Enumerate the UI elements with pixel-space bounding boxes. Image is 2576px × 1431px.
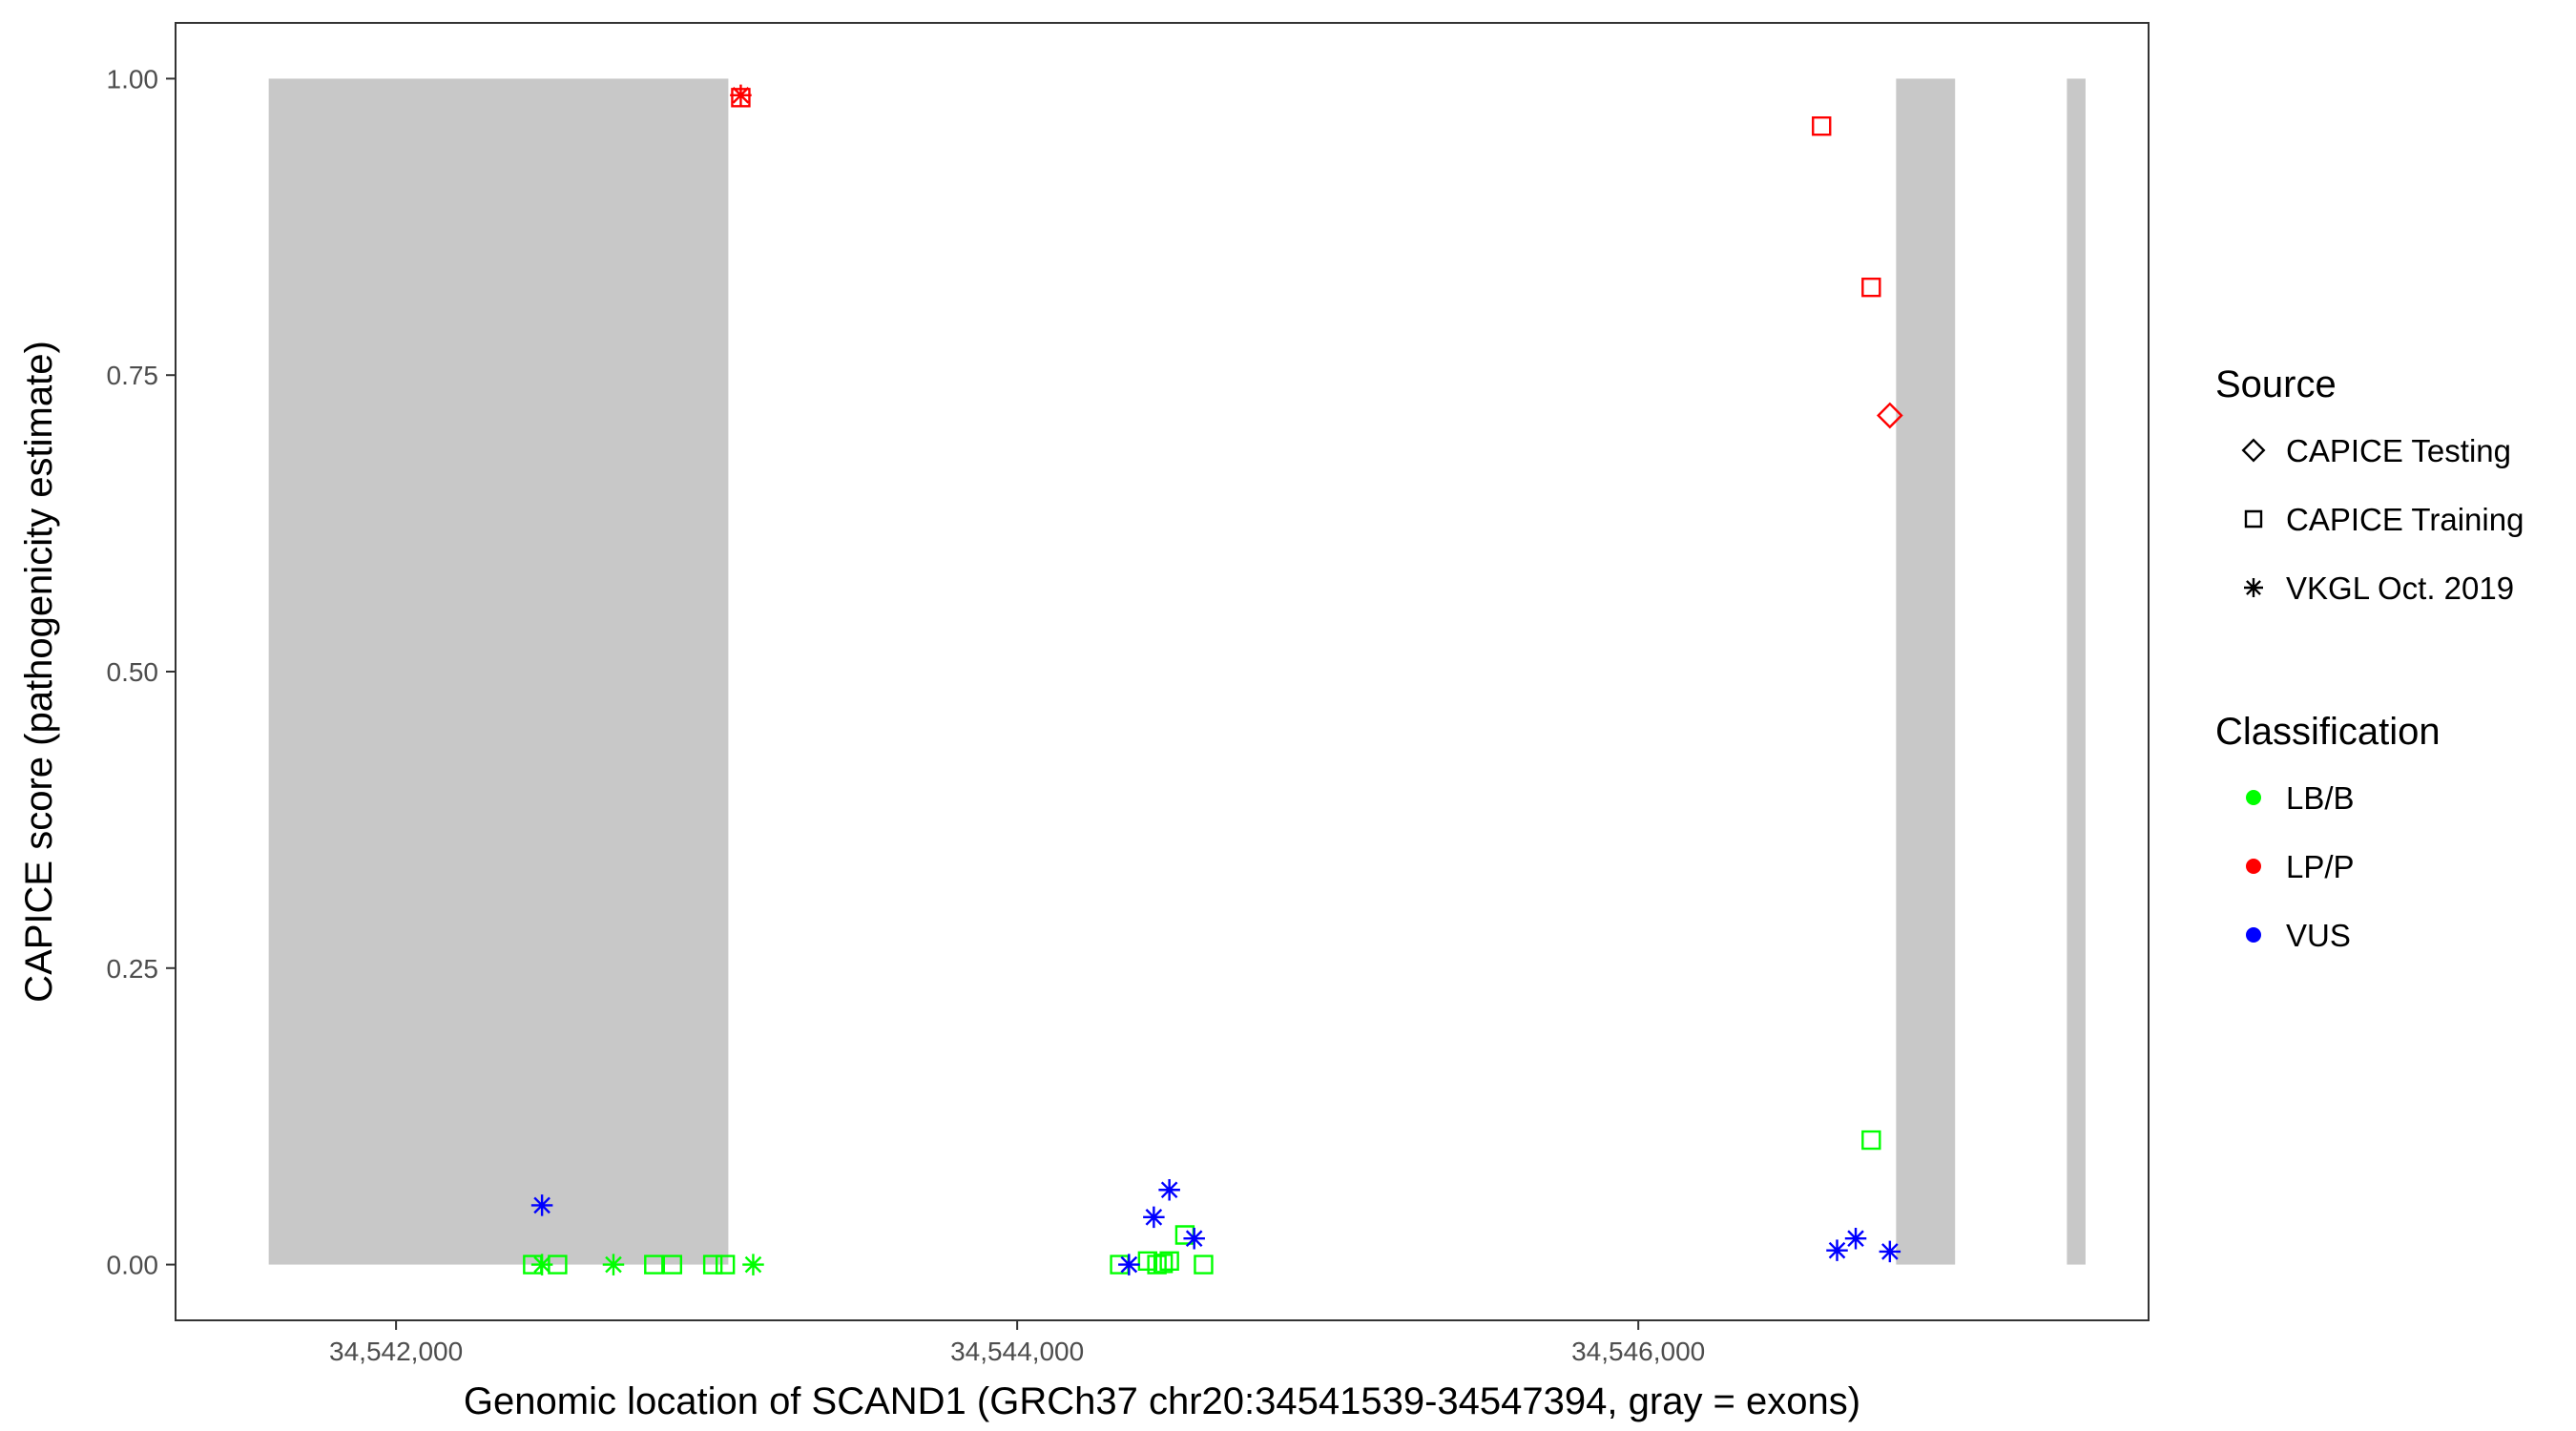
data-point-asterisk — [530, 1254, 553, 1275]
data-point-square — [644, 1255, 664, 1275]
y-tick-label: 0.25 — [107, 954, 159, 984]
data-point-square — [1159, 1251, 1179, 1272]
data-point-diamond — [1877, 402, 1903, 429]
data-point-square — [1812, 115, 1832, 136]
dot-icon — [2246, 927, 2261, 943]
x-tick-label: 34,544,000 — [950, 1337, 1084, 1366]
y-tick-label: 1.00 — [107, 64, 159, 93]
data-point-square — [1861, 1130, 1881, 1151]
y-tick-label: 0.75 — [107, 361, 159, 390]
legend-label: CAPICE Testing — [2286, 433, 2511, 468]
data-point-asterisk — [742, 1254, 764, 1275]
data-point-square — [548, 1255, 568, 1275]
data-point-asterisk — [1183, 1227, 1205, 1250]
data-point-asterisk — [1879, 1240, 1901, 1263]
dot-icon — [2246, 790, 2261, 805]
asterisk-icon — [2244, 578, 2263, 597]
data-point-asterisk — [1143, 1206, 1165, 1229]
exon-band — [2067, 78, 2086, 1265]
exon-layer — [268, 78, 2086, 1265]
legend-classification-title: Classification — [2215, 711, 2441, 753]
diamond-icon — [2241, 438, 2266, 463]
data-point-asterisk — [1844, 1227, 1867, 1250]
y-axis-title: CAPICE score (pathogenicity estimate) — [18, 341, 60, 1003]
data-point-asterisk — [730, 84, 752, 107]
points-layer — [523, 84, 1903, 1275]
data-point-square — [662, 1255, 683, 1275]
legend-item-lb-b: LB/B — [2246, 780, 2355, 816]
legend-source: Source CAPICE Testing CAPICE Training VK… — [2215, 363, 2524, 606]
data-point-square — [731, 88, 751, 108]
legend-label: VUS — [2286, 918, 2351, 953]
legend-label: LP/P — [2286, 849, 2355, 884]
data-point-asterisk — [602, 1254, 625, 1275]
legend-item-vus: VUS — [2246, 918, 2351, 953]
legend-source-title: Source — [2215, 363, 2337, 405]
exon-band — [268, 78, 729, 1265]
x-tick-label: 34,542,000 — [329, 1337, 463, 1366]
legend-label: CAPICE Training — [2286, 502, 2524, 537]
axis-layer: 0.00 0.25 0.50 0.75 1.00 34,542,000 34,544,000… — [107, 64, 1706, 1366]
legend-label: VKGL Oct. 2019 — [2286, 570, 2514, 606]
y-tick-label: 0.50 — [107, 657, 159, 687]
data-point-square — [1861, 278, 1881, 298]
legend-item-capice-training: CAPICE Training — [2244, 502, 2524, 537]
data-point-asterisk — [1826, 1239, 1848, 1261]
dot-icon — [2246, 859, 2261, 874]
data-point-square — [1153, 1254, 1174, 1274]
exon-band — [1896, 78, 1956, 1265]
legend-classification: Classification LB/B LP/P VUS — [2215, 711, 2441, 953]
legend-item-lp-p: LP/P — [2246, 849, 2355, 884]
legend-label: LB/B — [2286, 780, 2355, 816]
y-tick-label: 0.00 — [107, 1251, 159, 1280]
data-point-asterisk — [1158, 1179, 1180, 1201]
data-point-square — [1194, 1255, 1214, 1275]
data-point-asterisk — [530, 1194, 553, 1216]
data-point-asterisk — [1118, 1254, 1140, 1275]
legend-item-vkgl: VKGL Oct. 2019 — [2244, 570, 2514, 606]
data-point-square — [715, 1255, 736, 1275]
square-icon — [2244, 509, 2263, 529]
legend-item-capice-testing: CAPICE Testing — [2241, 433, 2511, 468]
x-axis-title: Genomic location of SCAND1 (GRCh37 chr20… — [464, 1380, 1860, 1422]
x-tick-label: 34,546,000 — [1571, 1337, 1705, 1366]
